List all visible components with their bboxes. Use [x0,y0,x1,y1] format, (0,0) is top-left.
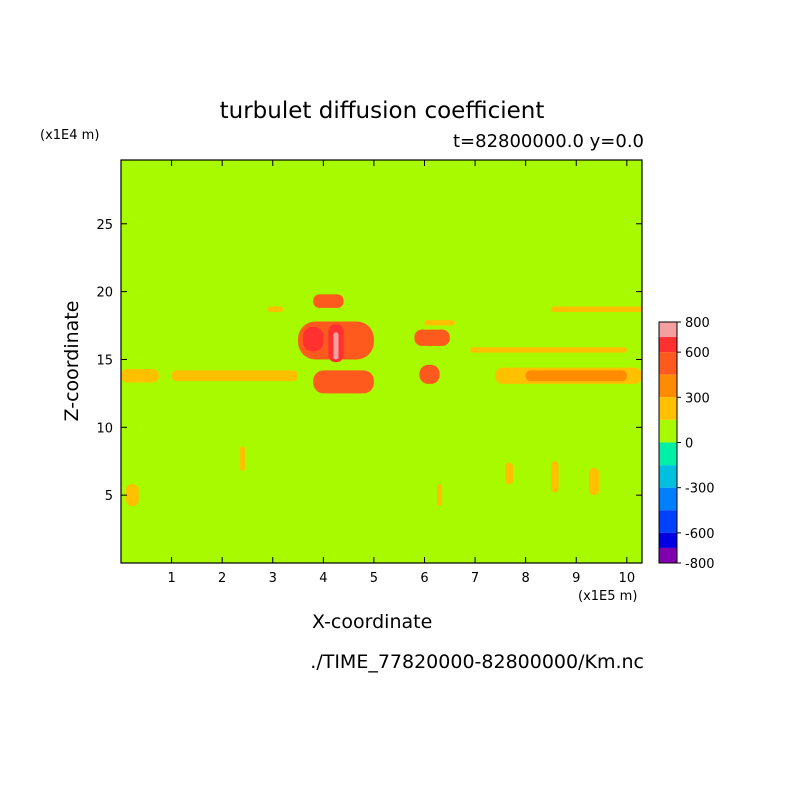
chart-subtitle: t=82800000.0 y=0.0 [452,131,644,152]
field-patch-7 [267,306,283,312]
colorbar-segment-6 [659,442,677,466]
colorbar-segment-9 [659,510,677,533]
colorbar-tick-label: 600 [685,346,710,361]
field-patch-5 [550,306,642,312]
colorbar-tick-label: 800 [685,316,710,331]
colorbar-tick-label: 300 [685,391,710,406]
x-tick-label: 6 [420,571,428,586]
colorbar-tick-label: -800 [685,557,715,572]
colorbar-segment-8 [659,487,677,511]
colorbar-segment-1 [659,337,677,353]
x-tick-label: 2 [218,571,226,586]
field-patch-20 [550,461,559,493]
field-patch-4 [470,347,627,353]
field-patch-18 [437,484,443,507]
y-tick-label: 25 [96,218,113,233]
y-tick-label: 20 [96,286,113,301]
field-patch-15 [419,364,440,384]
x-tick-label: 1 [167,571,175,586]
colorbar-segment-4 [659,397,677,420]
field-patch-1 [171,370,299,382]
colorbar-tick-label: -300 [685,482,715,497]
field-patch-14 [414,329,450,346]
y-tick-label: 5 [105,489,113,504]
field-patch-17 [239,446,245,471]
plot-background [121,160,642,563]
field-patch-16 [126,484,139,507]
y-axis-unit: (x1E4 m) [40,128,100,143]
plot-frame [120,159,643,564]
colorbar-segment-0 [659,322,677,338]
field-patch-12 [313,294,344,308]
x-tick-label: 9 [572,571,580,586]
field-patch-0 [121,368,159,383]
colorbar-segment-7 [659,465,677,488]
colorbar-segment-10 [659,532,677,548]
chart-title: turbulet diffusion coefficient [219,98,545,124]
y-tick-label: 10 [96,421,113,436]
colorbar-tick-label: -600 [685,527,715,542]
colorbar-segment-2 [659,352,677,375]
x-tick-label: 7 [471,571,479,586]
field-patch-6 [424,320,455,326]
colorbar-tick-label: 0 [685,437,693,452]
field-patch-9 [303,326,324,352]
y-tick-label: 15 [96,353,113,368]
x-tick-label: 10 [619,571,636,586]
x-axis-unit: (x1E5 m) [578,589,638,604]
x-tick-label: 5 [370,571,378,586]
colorbar-segment-11 [659,547,677,563]
x-axis-label: X-coordinate [312,611,433,633]
colorbar-segment-5 [659,419,677,443]
field-patch-21 [588,468,600,496]
x-tick-label: 4 [319,571,327,586]
x-tick-label: 3 [269,571,277,586]
x-tick-label: 8 [522,571,530,586]
field-patch-13 [313,370,374,394]
field-patch-3 [525,370,627,382]
colorbar-segment-3 [659,374,677,398]
field-patch-19 [505,462,514,485]
field-patch-11 [333,332,339,360]
source-file-label: ./TIME_77820000-82800000/Km.nc [310,651,644,673]
